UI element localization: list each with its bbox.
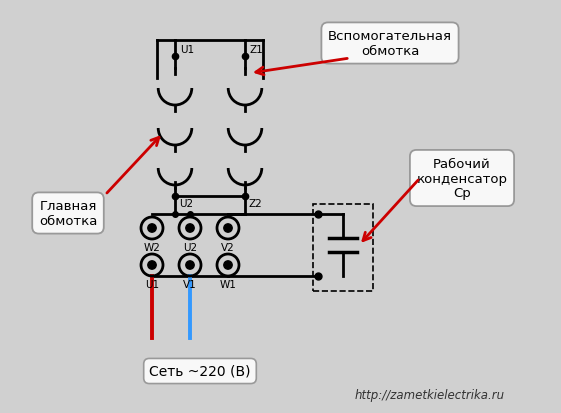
Text: Вспомогательная
обмотка: Вспомогательная обмотка (328, 30, 452, 58)
Text: V2: V2 (221, 242, 235, 252)
Text: Главная
обмотка: Главная обмотка (39, 199, 97, 228)
Circle shape (148, 224, 156, 233)
Text: U1: U1 (180, 45, 194, 55)
Text: U2: U2 (179, 199, 193, 209)
Circle shape (186, 224, 194, 233)
Text: V1: V1 (183, 279, 197, 289)
Circle shape (186, 261, 194, 270)
Text: W1: W1 (219, 279, 236, 289)
Text: W2: W2 (144, 242, 160, 252)
Text: U2: U2 (183, 242, 197, 252)
Bar (313, 204, 373, 291)
Text: Z2: Z2 (249, 199, 263, 209)
Circle shape (148, 261, 156, 270)
Text: Z1: Z1 (250, 45, 264, 55)
Text: http://zametkielectrika.ru: http://zametkielectrika.ru (355, 389, 505, 401)
Circle shape (224, 224, 232, 233)
Text: U1: U1 (145, 279, 159, 289)
Text: Рабочий
конденсатор
Ср: Рабочий конденсатор Ср (416, 157, 508, 200)
Circle shape (224, 261, 232, 270)
Text: Сеть ~220 (В): Сеть ~220 (В) (149, 364, 251, 378)
